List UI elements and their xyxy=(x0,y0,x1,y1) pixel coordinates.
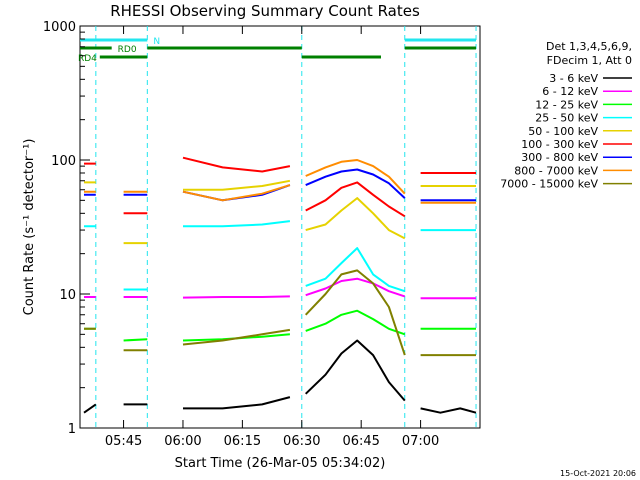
y-tick-label-3: 1000 xyxy=(43,20,76,35)
x-tick-label-2: 06:15 xyxy=(224,434,261,449)
timestamp: 15-Oct-2021 20:06 xyxy=(560,469,636,478)
series-line-8 xyxy=(84,269,476,357)
legend-label-0: 3 - 6 keV xyxy=(549,72,598,85)
x-tick-label-5: 07:00 xyxy=(402,434,439,449)
legend-label-1: 6 - 12 keV xyxy=(542,85,598,98)
legend-entry-6: 300 - 800 keV xyxy=(521,151,632,164)
x-axis-label: Start Time (26-Mar-05 05:34:02) xyxy=(175,456,386,471)
legend-label-7: 800 - 7000 keV xyxy=(514,164,598,177)
series-line-7 xyxy=(84,159,476,204)
series-line-4 xyxy=(84,179,476,245)
y-tick-label-2: 100 xyxy=(51,154,76,169)
series-line-1 xyxy=(84,277,476,300)
series-line-3 xyxy=(84,220,476,293)
legend-entry-2: 12 - 25 keV xyxy=(535,98,632,111)
legend-label-5: 100 - 300 keV xyxy=(521,138,598,151)
y-tick-label-0: 1 xyxy=(68,422,76,437)
x-tick-label-3: 06:30 xyxy=(283,434,320,449)
x-axis: 05:45 06:00 06:15 06:30 06:45 07:00 xyxy=(105,26,439,449)
y-axis: 1 10 100 1000 xyxy=(43,20,90,437)
legend-entry-8: 7000 - 15000 keV xyxy=(500,178,632,191)
legend-header-line-1: Det 1,3,4,5,6,9, xyxy=(546,40,632,53)
series-line-0 xyxy=(83,339,477,414)
legend-entry-4: 50 - 100 keV xyxy=(528,125,632,138)
legend-entry-5: 100 - 300 keV xyxy=(521,138,632,151)
plot-frame xyxy=(79,25,481,429)
flag-label-rd0: RD0 xyxy=(118,45,137,55)
legend-header-line-2: FDecim 1, Att 0 xyxy=(547,54,632,67)
x-tick-label-0: 05:45 xyxy=(105,434,142,449)
y-tick-label-1: 10 xyxy=(59,288,76,303)
flag-label-n: N xyxy=(153,37,160,47)
legend-label-3: 25 - 50 keV xyxy=(535,112,598,125)
series-line-5 xyxy=(84,156,476,218)
legend-label-4: 50 - 100 keV xyxy=(528,125,598,138)
legend-entry-7: 800 - 7000 keV xyxy=(514,164,632,177)
flag-bars: N RD0 RD4 xyxy=(78,37,477,64)
x-tick-label-4: 06:45 xyxy=(342,434,379,449)
legend-label-8: 7000 - 15000 keV xyxy=(500,178,598,191)
legend: Det 1,3,4,5,6,9, FDecim 1, Att 0 3 - 6 k… xyxy=(500,40,632,191)
legend-label-2: 12 - 25 keV xyxy=(535,98,598,111)
flag-label-rd4: RD4 xyxy=(78,54,97,64)
night-markers xyxy=(95,26,477,428)
x-tick-label-1: 06:00 xyxy=(164,434,201,449)
series-line-2 xyxy=(84,309,476,342)
legend-entry-1: 6 - 12 keV xyxy=(542,85,632,98)
chart-title: RHESSI Observing Summary Count Rates xyxy=(110,2,420,20)
series-line-6 xyxy=(84,168,476,202)
legend-entry-3: 25 - 50 keV xyxy=(535,112,632,125)
series-layer xyxy=(83,156,477,414)
legend-label-6: 300 - 800 keV xyxy=(521,151,598,164)
legend-entry-0: 3 - 6 keV xyxy=(549,72,632,85)
y-axis-label: Count Rate (s⁻¹ detector⁻¹) xyxy=(22,139,37,316)
